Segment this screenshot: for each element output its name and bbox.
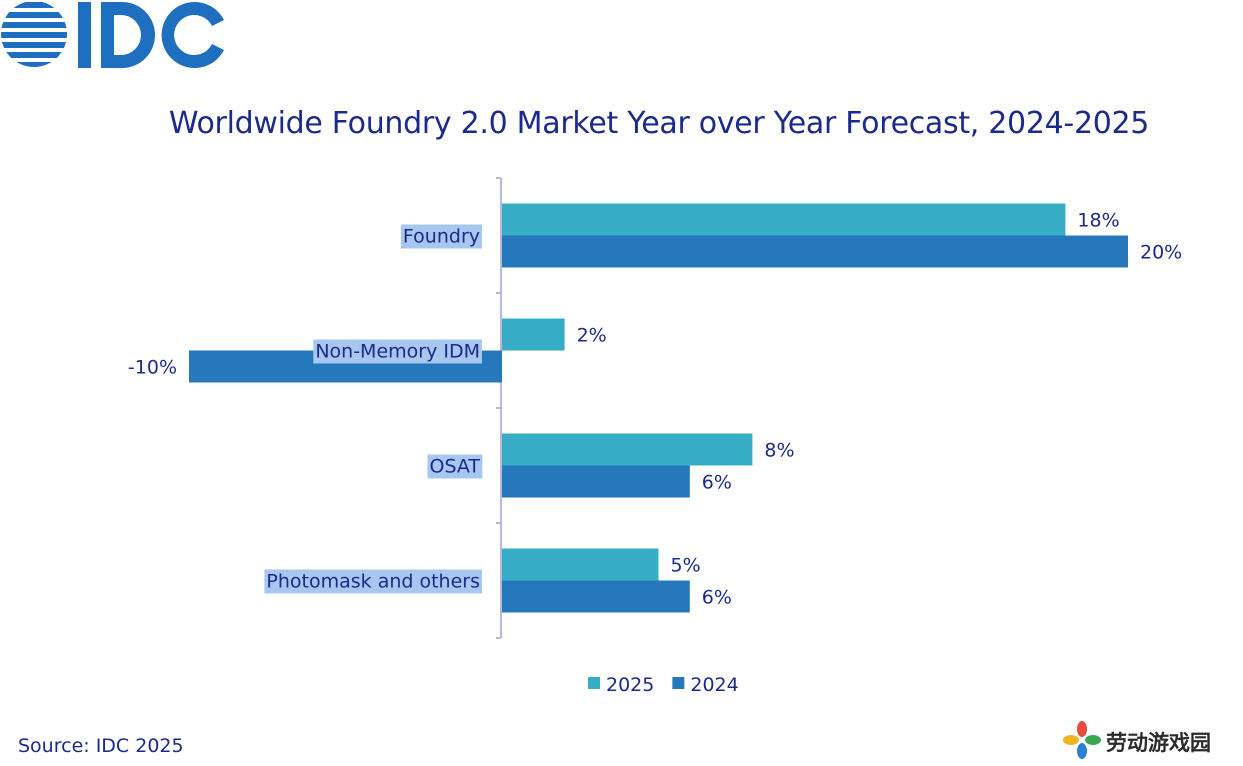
pinwheel-icon <box>1063 721 1101 759</box>
bar-2024-3 <box>502 580 690 613</box>
category-label-2: OSAT <box>430 456 481 478</box>
bar-2024-0 <box>502 235 1128 268</box>
bar-2025-2 <box>502 433 753 466</box>
category-label-highlight <box>313 339 482 364</box>
category-label-highlight <box>400 224 482 249</box>
data-label-2024-2: 6% <box>702 472 732 494</box>
category-label-1: Non-Memory IDM <box>315 341 480 363</box>
legend-swatch-2024 <box>672 677 685 689</box>
chart-title: Worldwide Foundry 2.0 Market Year over Y… <box>168 106 1150 141</box>
data-label-2025-3: 5% <box>671 555 701 577</box>
bar-2025-0 <box>502 203 1066 236</box>
data-label-2024-1: -10% <box>128 357 177 379</box>
data-label-2024-0: 20% <box>1140 242 1182 264</box>
category-label-3: Photomask and others <box>266 571 480 593</box>
bar-2025-1 <box>502 318 565 351</box>
watermark-text: 劳动游戏园 <box>1106 730 1211 755</box>
idc-logo <box>1 1 224 68</box>
data-label-2025-0: 18% <box>1077 210 1119 232</box>
legend-label-2024: 2024 <box>690 674 738 696</box>
data-label-2025-1: 2% <box>577 325 607 347</box>
source-note: Source: IDC 2025 <box>18 735 184 757</box>
category-label-0: Foundry <box>403 226 480 248</box>
bar-2025-3 <box>502 548 659 581</box>
bar-2024-2 <box>502 465 690 498</box>
legend-swatch-2025 <box>588 677 600 689</box>
watermark: 劳动游戏园 <box>1062 720 1237 760</box>
category-label-highlight <box>264 569 482 594</box>
legend-label-2025: 2025 <box>606 674 654 696</box>
category-label-highlight <box>427 454 483 479</box>
data-label-2024-3: 6% <box>702 587 732 609</box>
data-label-2025-2: 8% <box>764 440 794 462</box>
